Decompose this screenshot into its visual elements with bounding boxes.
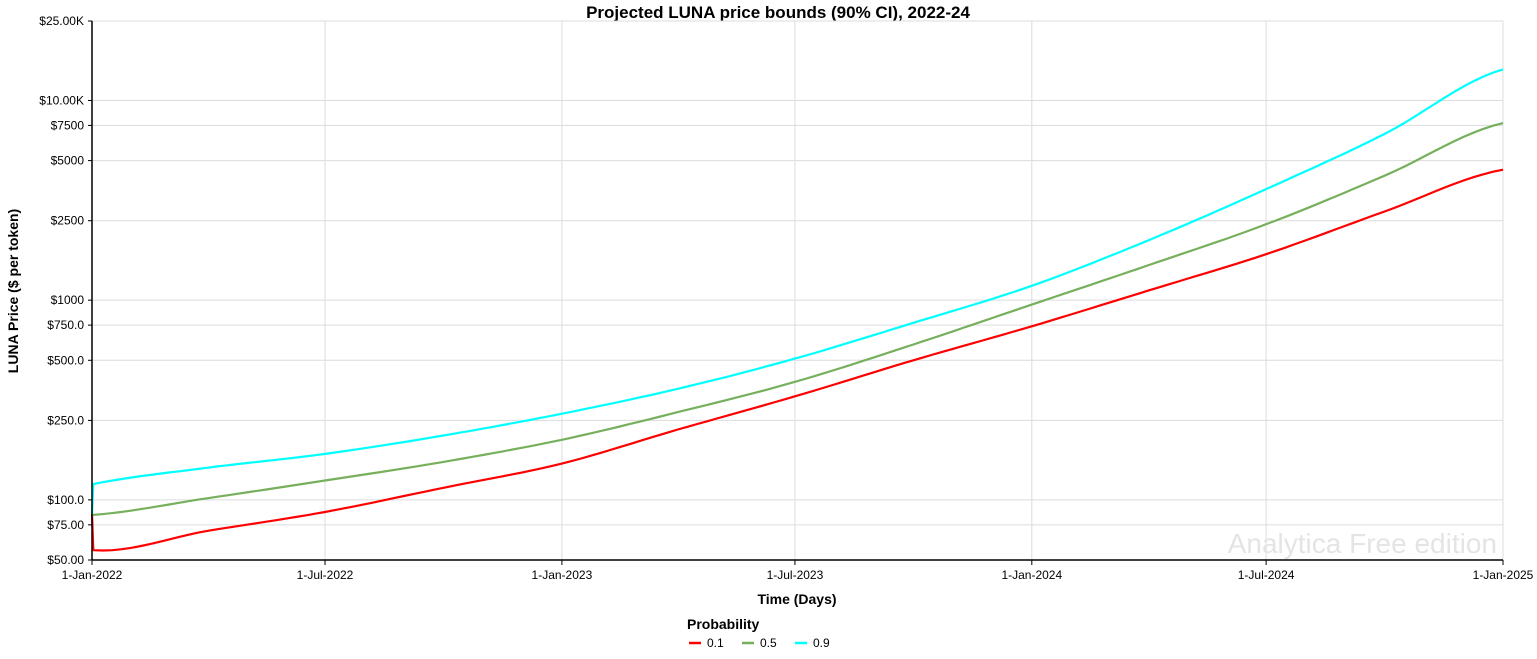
legend-entry-0.1: 0.1 [707, 636, 724, 650]
x-axis-ticks: 1-Jan-2022 1-Jul-2022 1-Jan-2023 1-Jul-2023… [62, 560, 1534, 582]
y-axis-label: LUNA Price ($ per token) [5, 209, 21, 373]
x-tick-label: 1-Jan-2023 [532, 568, 593, 582]
y-tick-label: $750.0 [47, 318, 84, 332]
series-layer [90, 68, 1504, 552]
legend-entry-0.5: 0.5 [760, 636, 777, 650]
watermark: Analytica Free edition [1228, 528, 1497, 559]
legend-entry-0.9: 0.9 [813, 636, 830, 650]
y-tick-label: $500.0 [47, 353, 84, 367]
x-tick-label: 1-Jan-2025 [1473, 568, 1534, 582]
series-line-0.1 [90, 168, 1504, 552]
series-line-0.9 [90, 68, 1504, 515]
series-line-0.5 [91, 122, 1504, 517]
y-tick-label: $2500 [51, 214, 85, 228]
chart-title: Projected LUNA price bounds (90% CI), 20… [586, 3, 970, 22]
y-tick-label: $5000 [51, 154, 85, 168]
x-tick-label: 1-Jul-2024 [1238, 568, 1295, 582]
y-tick-label: $25.00K [39, 14, 84, 28]
legend-title: Probability [687, 616, 760, 632]
x-tick-label: 1-Jan-2022 [62, 568, 123, 582]
grid [91, 20, 1504, 561]
y-tick-label: $75.00 [47, 518, 84, 532]
y-tick-label: $7500 [51, 118, 85, 132]
y-tick-label: $100.0 [47, 493, 84, 507]
x-tick-label: 1-Jan-2024 [1001, 568, 1062, 582]
y-axis-ticks: $50.00 $75.00 $100.0 $250.0 $500.0 $750.0 $100… [39, 14, 92, 567]
y-tick-label: $1000 [51, 293, 85, 307]
legend: 0.1 0.5 0.9 [689, 636, 830, 650]
y-tick-label: $10.00K [39, 93, 84, 107]
x-tick-label: 1-Jul-2022 [297, 568, 354, 582]
axes [91, 21, 1503, 561]
y-tick-label: $50.00 [47, 553, 84, 567]
x-tick-label: 1-Jul-2023 [767, 568, 824, 582]
y-tick-label: $250.0 [47, 413, 84, 427]
x-axis-label: Time (Days) [757, 591, 836, 607]
